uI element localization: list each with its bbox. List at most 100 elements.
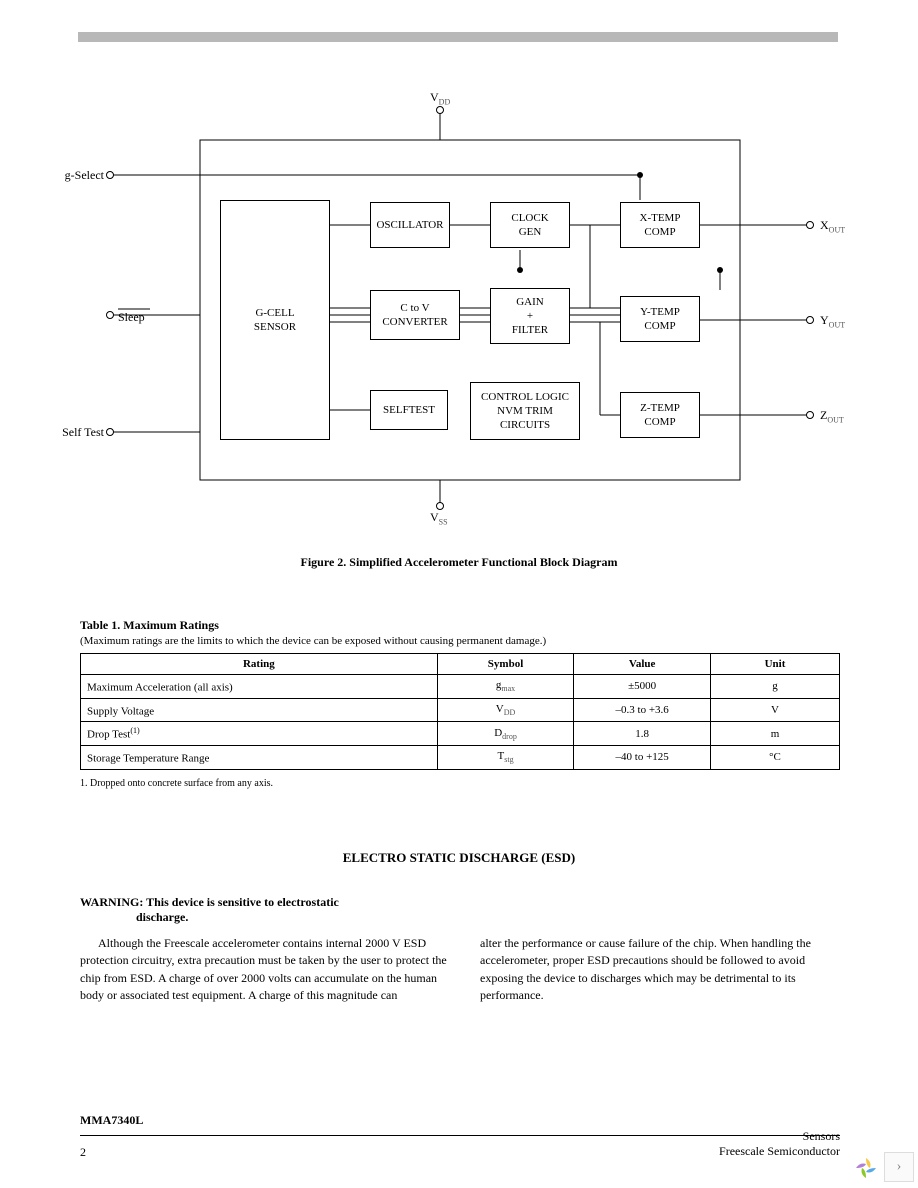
cell-text: V [496, 703, 504, 715]
cell-sub: stg [504, 755, 513, 764]
xout-label: XOUT [820, 218, 845, 234]
selftest-pin [106, 428, 114, 436]
block-label: OSCILLATOR [376, 218, 443, 232]
esd-paragraph-col1: Although the Freescale accelerometer con… [80, 935, 450, 1005]
vdd-label: VDD [430, 90, 450, 106]
table-title: Table 1. Maximum Ratings [80, 618, 840, 633]
selftest-label: Self Test [56, 425, 104, 440]
sleep-pin [106, 311, 114, 319]
cell-symbol: gmax [437, 675, 574, 699]
block-label: C to VCONVERTER [382, 301, 447, 330]
zout-label: ZOUT [820, 408, 844, 424]
oscillator-block: OSCILLATOR [370, 202, 450, 248]
cell-text: Maximum Acceleration (all axis) [87, 682, 233, 694]
clockgen-block: CLOCKGEN [490, 202, 570, 248]
cell-unit: m [710, 722, 839, 746]
xtemp-block: X-TEMPCOMP [620, 202, 700, 248]
cell-text: Storage Temperature Range [87, 753, 209, 765]
cell-unit: V [710, 698, 839, 722]
esd-heading: ELECTRO STATIC DISCHARGE (ESD) [0, 850, 918, 866]
gselect-label: g-Select [60, 168, 104, 183]
vss-label: VSS [430, 510, 448, 526]
table-subtitle: (Maximum ratings are the limits to which… [80, 635, 840, 647]
ctov-block: C to VCONVERTER [370, 290, 460, 340]
cell-text: D [494, 727, 502, 739]
cell-text: Supply Voltage [87, 705, 154, 717]
label-sub: SS [439, 517, 448, 526]
label-text: Y [820, 313, 829, 327]
page-number: 2 [80, 1145, 86, 1160]
label-text: V [430, 510, 439, 524]
vss-pin [436, 502, 444, 510]
cell-value: 1.8 [574, 722, 711, 746]
label-sub: DD [439, 97, 451, 106]
label-text: X [820, 218, 829, 232]
cell-symbol: Tstg [437, 745, 574, 769]
diagram-wires [80, 90, 840, 520]
table-row: Maximum Acceleration (all axis) gmax ±50… [81, 675, 840, 699]
table-header: Symbol [437, 654, 574, 675]
block-label: CLOCKGEN [511, 211, 548, 240]
table-header: Unit [710, 654, 839, 675]
block-label: GAIN+FILTER [512, 295, 548, 338]
cell-unit: °C [710, 745, 839, 769]
table-row: Storage Temperature Range Tstg –40 to +1… [81, 745, 840, 769]
cell-value: –40 to +125 [574, 745, 711, 769]
table-row: Supply Voltage VDD –0.3 to +3.6 V [81, 698, 840, 722]
footer-right-line1: Sensors [719, 1129, 840, 1145]
gcell-block: G-CELLSENSOR [220, 200, 330, 440]
figure-caption: Figure 2. Simplified Accelerometer Funct… [0, 555, 918, 570]
cell-value: –0.3 to +3.6 [574, 698, 711, 722]
ytemp-block: Y-TEMPCOMP [620, 296, 700, 342]
cell-unit: g [710, 675, 839, 699]
footer-right-line2: Freescale Semiconductor [719, 1144, 840, 1160]
yout-pin [806, 316, 814, 324]
table-body: Maximum Acceleration (all axis) gmax ±50… [81, 675, 840, 770]
junction-dot [717, 267, 723, 273]
zout-pin [806, 411, 814, 419]
part-number: MMA7340L [80, 1113, 143, 1128]
junction-dot [517, 267, 523, 273]
esd-warning-line2: discharge. [136, 910, 460, 925]
block-label: CONTROL LOGICNVM TRIMCIRCUITS [481, 390, 569, 433]
cell-rating: Storage Temperature Range [81, 745, 438, 769]
label-sub: OUT [827, 415, 843, 424]
gainfilter-block: GAIN+FILTER [490, 288, 570, 344]
cell-sub: DD [504, 708, 516, 717]
block-label: Y-TEMPCOMP [640, 305, 680, 334]
block-label: G-CELLSENSOR [254, 306, 296, 335]
ratings-table: Rating Symbol Value Unit Maximum Acceler… [80, 653, 840, 770]
block-label: SELFTEST [383, 403, 435, 417]
chevron-right-icon: › [897, 1159, 902, 1175]
table-header: Value [574, 654, 711, 675]
cell-rating: Maximum Acceleration (all axis) [81, 675, 438, 699]
cell-value: ±5000 [574, 675, 711, 699]
table-header-row: Rating Symbol Value Unit [81, 654, 840, 675]
block-diagram: G-CELLSENSOR OSCILLATOR CLOCKGEN C to VC… [80, 90, 840, 520]
block-label: Z-TEMPCOMP [640, 401, 680, 430]
sleep-label: Sleep [118, 310, 158, 325]
cell-symbol: Ddrop [437, 722, 574, 746]
cell-rating: Supply Voltage [81, 698, 438, 722]
cell-note: (1) [130, 726, 139, 735]
cell-sub: drop [502, 732, 517, 741]
table-footnote: 1. Dropped onto concrete surface from an… [80, 778, 840, 789]
gselect-pin [106, 171, 114, 179]
ratings-table-section: Table 1. Maximum Ratings (Maximum rating… [80, 618, 840, 789]
header-bar [78, 32, 838, 42]
junction-dot [637, 172, 643, 178]
cell-text: Drop Test [87, 729, 130, 741]
esd-warning: WARNING: This device is sensitive to ele… [80, 895, 460, 925]
label-sub: OUT [829, 225, 845, 234]
next-page-button[interactable]: › [884, 1152, 914, 1182]
esd-paragraph-col2: alter the performance or cause failure o… [480, 935, 840, 1005]
label-sub: OUT [829, 320, 845, 329]
selftest-block: SELFTEST [370, 390, 448, 430]
footer-right: Sensors Freescale Semiconductor [719, 1129, 840, 1160]
esd-warning-line1: WARNING: This device is sensitive to ele… [80, 895, 460, 910]
cell-symbol: VDD [437, 698, 574, 722]
yout-label: YOUT [820, 313, 845, 329]
label-text: V [430, 90, 439, 104]
table-row: Drop Test(1) Ddrop 1.8 m [81, 722, 840, 746]
ztemp-block: Z-TEMPCOMP [620, 392, 700, 438]
